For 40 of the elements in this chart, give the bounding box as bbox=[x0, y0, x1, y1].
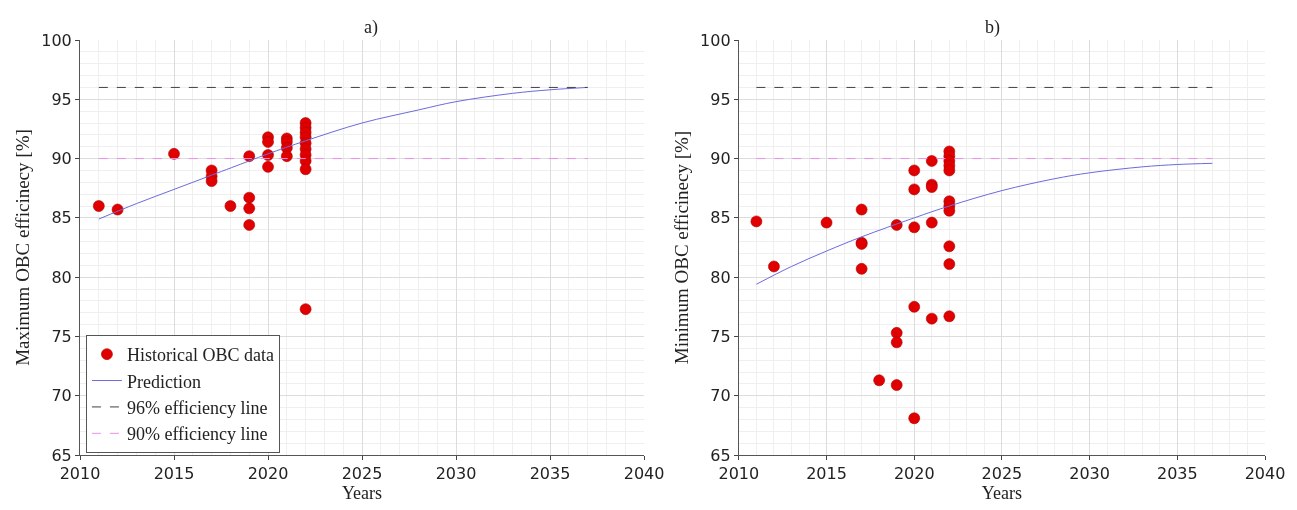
y-tick-label: 100 bbox=[700, 30, 731, 50]
chart-title: b) bbox=[985, 17, 1000, 38]
y-tick-label: 70 bbox=[710, 386, 731, 406]
y-tick-label: 90 bbox=[51, 149, 72, 169]
x-tick-label: 2025 bbox=[341, 464, 383, 484]
y-tick-label: 100 bbox=[41, 30, 72, 50]
x-tick-label: 2030 bbox=[435, 464, 477, 484]
y-tick-label: 85 bbox=[710, 208, 731, 228]
x-tick-label: 2030 bbox=[1069, 464, 1110, 484]
x-axis-title: Years bbox=[981, 483, 1023, 504]
y-tick-label: 65 bbox=[51, 445, 72, 465]
legend-label: 90% efficiency line bbox=[126, 424, 268, 445]
y-tick-label: 65 bbox=[710, 445, 731, 465]
y-tick-label: 75 bbox=[51, 327, 72, 347]
x-tick-label: 2010 bbox=[59, 464, 101, 484]
x-tick-label: 2010 bbox=[718, 464, 760, 484]
y-tick-label: 80 bbox=[51, 267, 72, 287]
y-tick-label: 80 bbox=[710, 267, 731, 287]
x-tick-label: 2020 bbox=[247, 464, 289, 484]
x-tick-label: 2025 bbox=[981, 464, 1023, 484]
x-tick-label: 2040 bbox=[1244, 464, 1286, 484]
x-tick-label: 2040 bbox=[623, 464, 665, 484]
x-tick-label: 2015 bbox=[153, 464, 195, 484]
x-axis-title: Years bbox=[341, 483, 383, 504]
legend-label: Prediction bbox=[126, 371, 201, 392]
legend-label: Historical OBC data bbox=[126, 345, 274, 366]
y-tick-label: 75 bbox=[710, 327, 731, 347]
x-tick-label: 2035 bbox=[529, 464, 571, 484]
y-tick-label: 70 bbox=[51, 386, 72, 406]
y-tick-label: 90 bbox=[710, 149, 731, 169]
y-tick-label: 95 bbox=[710, 89, 731, 109]
legend-label: 96% efficiency line bbox=[126, 397, 268, 418]
y-axis-title: Minimum OBC efficinecy [%] bbox=[670, 130, 692, 365]
y-tick-label: 95 bbox=[51, 89, 72, 109]
x-tick-label: 2020 bbox=[893, 464, 935, 484]
y-axis-title: Maximum OBC efficinecy [%] bbox=[12, 129, 34, 366]
x-tick-label: 2035 bbox=[1156, 464, 1198, 484]
chart-title: a) bbox=[364, 17, 378, 38]
x-tick-label: 2015 bbox=[806, 464, 847, 484]
y-tick-label: 85 bbox=[51, 208, 72, 228]
